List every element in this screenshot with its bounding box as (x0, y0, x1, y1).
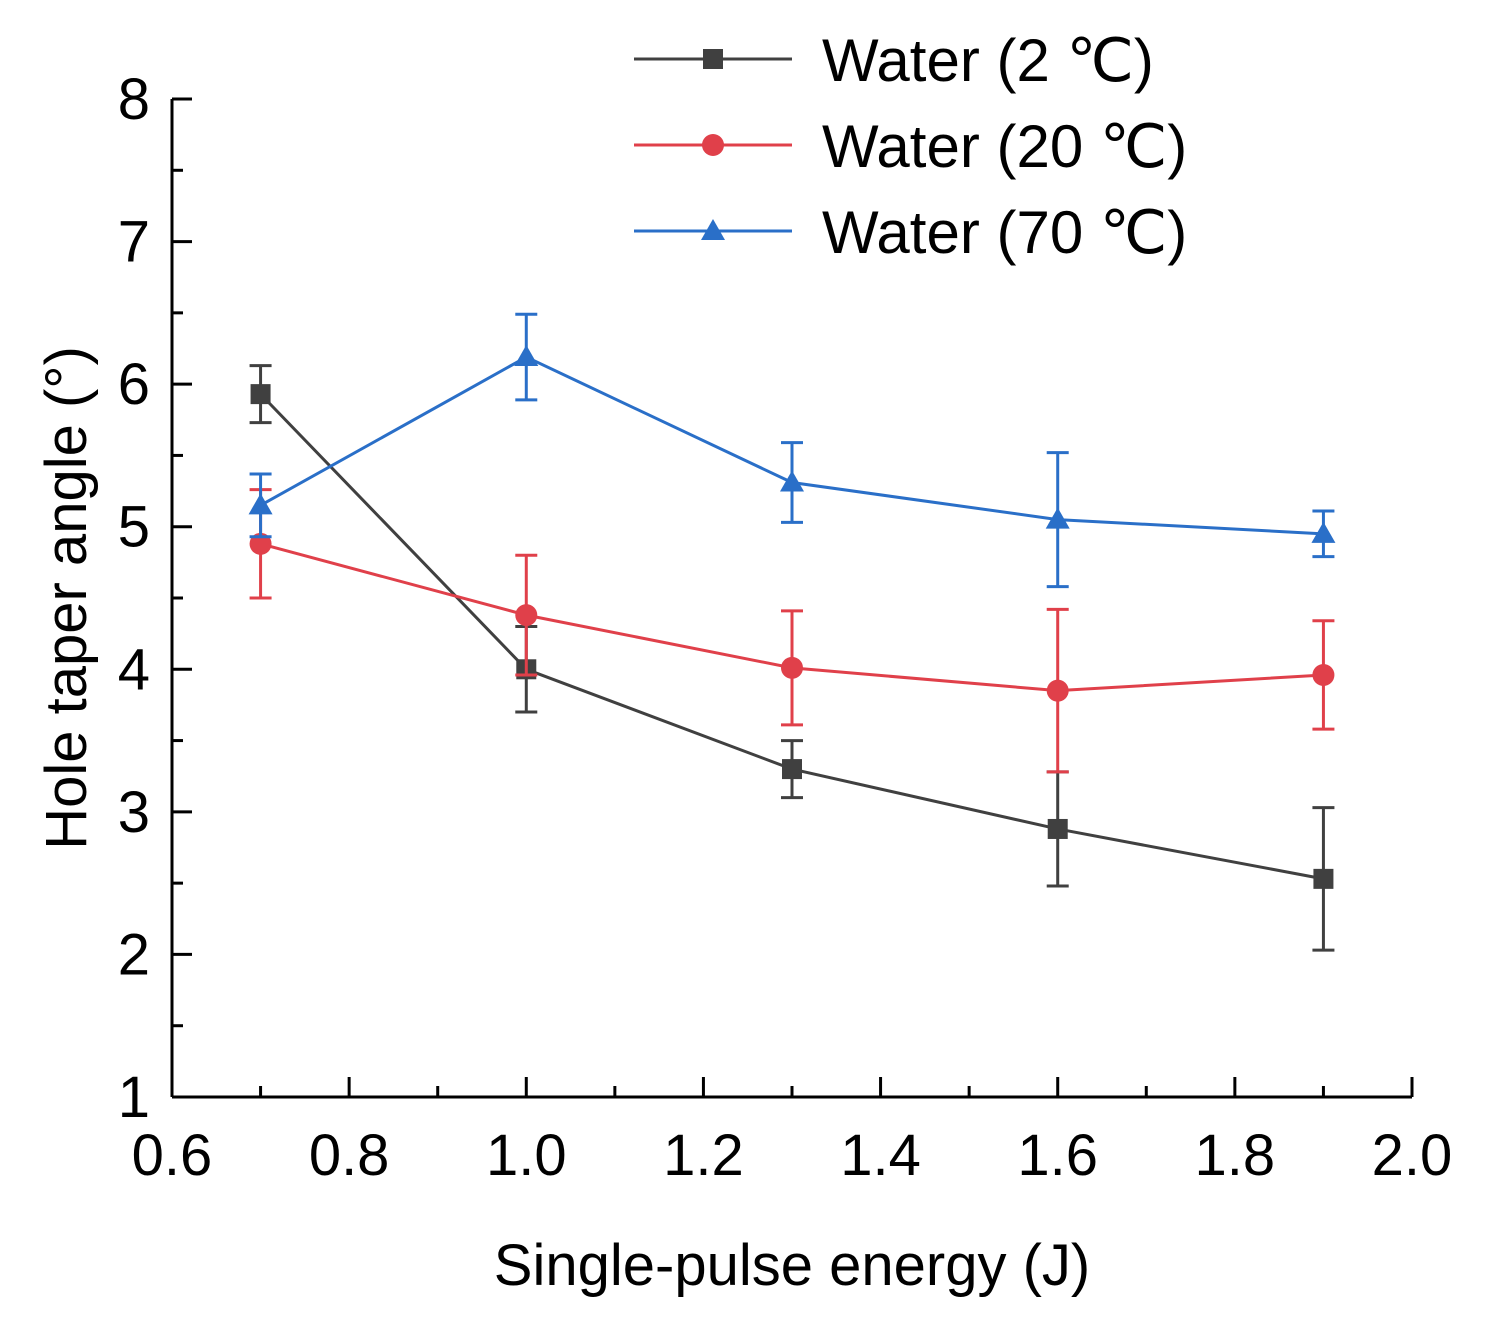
data-point (1313, 868, 1334, 889)
data-point (1312, 663, 1335, 686)
x-tick-label: 1.4 (840, 1123, 921, 1188)
x-tick-label: 1.6 (1017, 1123, 1098, 1188)
data-point (782, 759, 802, 780)
data-point (1046, 679, 1069, 702)
legend-marker (702, 134, 724, 156)
x-tick-label: 0.8 (309, 1123, 390, 1188)
legend-label: Water (70 ℃) (822, 199, 1187, 266)
y-tick-label: 3 (118, 780, 150, 845)
x-tick-label: 1.2 (663, 1123, 744, 1188)
legend-label: Water (2 ℃) (822, 27, 1154, 94)
data-point (1047, 818, 1068, 839)
data-point (248, 493, 273, 515)
y-axis-title: Hole taper angle (°) (34, 346, 99, 850)
x-axis-title: Single-pulse energy (J) (494, 1233, 1090, 1298)
y-tick-label: 8 (118, 67, 150, 132)
series-0 (249, 364, 1335, 952)
series-2 (248, 312, 1336, 589)
x-tick-label: 1.0 (486, 1123, 567, 1188)
x-tick-label: 1.8 (1195, 1123, 1276, 1188)
data-point (780, 470, 804, 492)
data-point (1045, 507, 1070, 529)
legend-marker (703, 49, 723, 69)
series-layer (248, 312, 1336, 952)
x-tick-label: 0.6 (132, 1123, 213, 1188)
legend-item-2: Water (70 ℃) (634, 199, 1187, 266)
legend-label: Water (20 ℃) (822, 113, 1187, 180)
data-point (1311, 521, 1336, 543)
y-tick-label: 1 (118, 1065, 150, 1130)
legend-marker (701, 219, 725, 240)
x-tick-label: 2.0 (1372, 1123, 1453, 1188)
y-tick-label: 7 (118, 210, 150, 275)
axes: 0.6 0.8 1.0 1.2 1.4 1.6 1.8 2.0 1 2 3 4 5 6 7 8 (118, 67, 1453, 1188)
y-tick-label: 6 (118, 352, 150, 417)
data-point (781, 656, 803, 679)
legend-item-1: Water (20 ℃) (634, 113, 1187, 180)
series-1 (249, 488, 1335, 774)
data-point (249, 532, 272, 555)
y-tick-label: 5 (118, 495, 150, 560)
y-tick-label: 2 (118, 922, 150, 987)
legend: Water (2 ℃) Water (20 ℃) Water (70 ℃) (634, 27, 1187, 266)
data-point (514, 345, 539, 367)
legend-item-0: Water (2 ℃) (634, 27, 1154, 94)
data-point (250, 384, 271, 405)
y-tick-label: 4 (118, 637, 150, 702)
data-point (515, 604, 538, 627)
